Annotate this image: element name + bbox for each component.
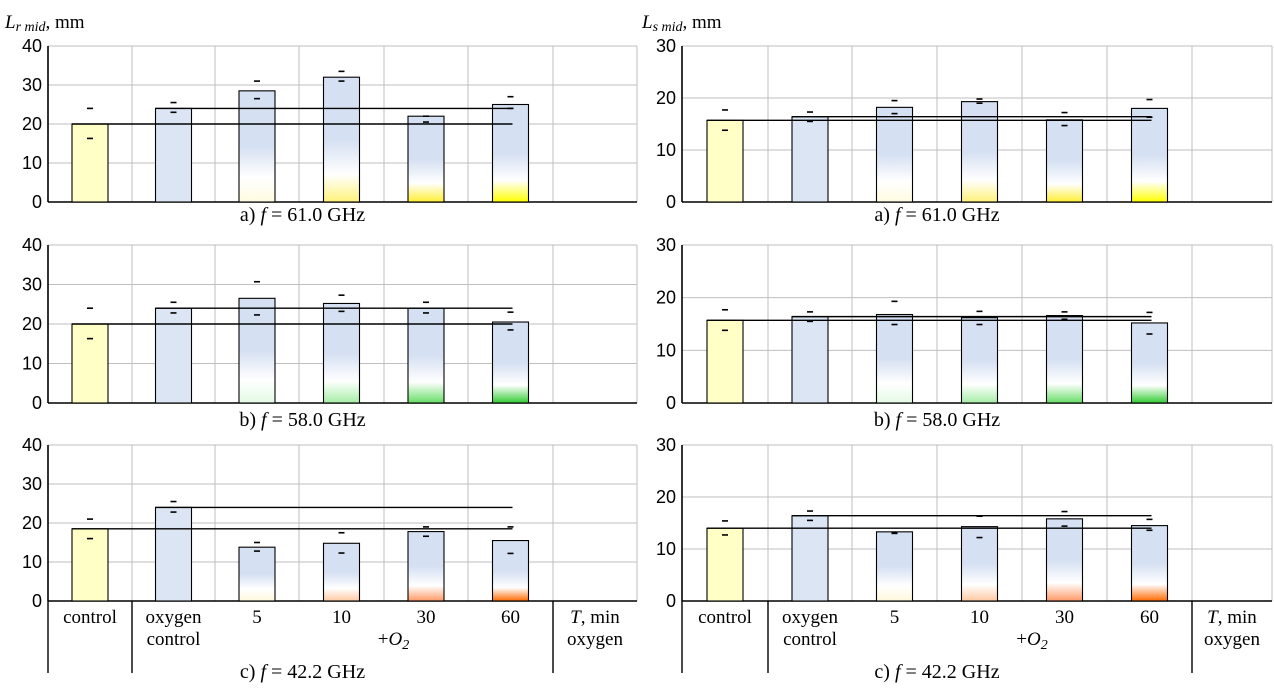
- bar: [1045, 315, 1084, 404]
- category-label: control: [698, 607, 752, 628]
- category-label: 5: [890, 607, 900, 628]
- category-label: 60: [501, 607, 520, 628]
- bar: [960, 317, 999, 404]
- y-tick-label: 0: [32, 591, 42, 611]
- bar: [1045, 119, 1084, 203]
- bar: [1130, 525, 1169, 602]
- panel-caption: a) f = 61.0 GHz: [240, 204, 365, 226]
- y-tick-label: 0: [666, 591, 676, 611]
- panel-left-a: 0 10 20 30 40 a) f = 61.0 GHz: [22, 36, 638, 226]
- bar: [491, 539, 530, 602]
- bar: [875, 313, 914, 404]
- y-tick-label: 10: [656, 539, 676, 559]
- category-label: 5: [252, 607, 262, 628]
- y-tick-label: 20: [656, 288, 676, 308]
- y-tick-label: 10: [22, 354, 42, 374]
- y-tick-label: 10: [22, 552, 42, 572]
- y-tick-label: 30: [656, 435, 676, 455]
- y-tick-label: 30: [656, 235, 676, 255]
- bar: [791, 116, 829, 203]
- plots: 0 10 20 30 40 a) f = 61.0 GHz 0 10 20 30 40 b) f = …: [22, 36, 1273, 683]
- bar: [706, 119, 744, 203]
- right-axis-title: Ls mid, mm: [641, 12, 722, 35]
- panel-caption: a) f = 61.0 GHz: [874, 204, 999, 226]
- bar: [238, 546, 276, 602]
- category-label: 30: [417, 607, 436, 628]
- left-axis-title: Lr mid, mm: [4, 12, 85, 35]
- bar: [491, 321, 530, 404]
- bar: [1130, 322, 1169, 404]
- group-label-o2: +O2: [1016, 629, 1047, 653]
- y-tick-label: 10: [22, 153, 42, 173]
- category-label: 60: [1140, 607, 1159, 628]
- bar: [71, 323, 109, 404]
- y-tick-label: 40: [22, 235, 42, 255]
- category-label: control: [147, 629, 201, 650]
- y-tick-label: 0: [666, 393, 676, 413]
- bar: [407, 531, 445, 602]
- bar: [407, 115, 445, 203]
- bar: [960, 526, 999, 602]
- bar: [491, 103, 530, 203]
- category-label: control: [783, 629, 837, 650]
- category-label: oxygen: [782, 607, 838, 628]
- bar: [875, 531, 914, 602]
- bar: [706, 527, 744, 602]
- y-tick-label: 20: [656, 487, 676, 507]
- panel-right-a: 0 10 20 30 a) f = 61.0 GHz: [656, 36, 1273, 226]
- category-label: 10: [332, 607, 351, 628]
- category-label: oxygen: [1204, 629, 1260, 650]
- bar: [322, 76, 361, 203]
- panel-caption: b) f = 58.0 GHz: [239, 409, 365, 431]
- y-tick-label: 0: [32, 393, 42, 413]
- category-label: control: [63, 607, 117, 628]
- bar: [1130, 107, 1169, 203]
- y-tick-label: 30: [656, 36, 676, 56]
- bar: [154, 506, 193, 602]
- bar: [154, 107, 193, 203]
- bar: [791, 316, 829, 404]
- y-tick-label: 10: [656, 140, 676, 160]
- y-tick-label: 30: [22, 75, 42, 95]
- category-label: oxygen: [146, 607, 202, 628]
- bar: [706, 319, 744, 404]
- category-label: oxygen: [567, 629, 623, 650]
- panel-left-b: 0 10 20 30 40 b) f = 58.0 GHz: [22, 235, 638, 431]
- y-tick-label: 20: [656, 88, 676, 108]
- y-tick-label: 20: [22, 513, 42, 533]
- y-tick-label: 0: [666, 192, 676, 212]
- bar: [1045, 518, 1084, 602]
- bar: [71, 123, 109, 203]
- y-tick-label: 30: [22, 275, 42, 295]
- category-label: T, min: [570, 607, 620, 628]
- y-tick-label: 30: [22, 474, 42, 494]
- bar: [154, 307, 193, 404]
- category-label: 10: [970, 607, 989, 628]
- bar: [322, 302, 361, 404]
- bar: [238, 297, 276, 404]
- panel-right-b: 0 10 20 30 b) f = 58.0 GHz: [656, 235, 1273, 431]
- bar: [71, 528, 109, 602]
- y-tick-label: 40: [22, 36, 42, 56]
- bar: [407, 307, 445, 404]
- bar: [960, 101, 999, 203]
- category-label: T, min: [1207, 607, 1257, 628]
- y-tick-label: 0: [32, 192, 42, 212]
- y-tick-label: 10: [656, 340, 676, 360]
- y-tick-label: 20: [22, 314, 42, 334]
- panel-caption: b) f = 58.0 GHz: [874, 409, 1000, 431]
- panel-caption: c) f = 42.2 GHz: [240, 661, 365, 683]
- y-tick-label: 40: [22, 435, 42, 455]
- group-label-o2: +O2: [378, 629, 409, 653]
- y-tick-label: 20: [22, 114, 42, 134]
- category-label: 30: [1055, 607, 1074, 628]
- panel-caption: c) f = 42.2 GHz: [874, 661, 999, 683]
- bar: [322, 542, 361, 602]
- bar: [238, 90, 276, 203]
- bar: [875, 106, 914, 203]
